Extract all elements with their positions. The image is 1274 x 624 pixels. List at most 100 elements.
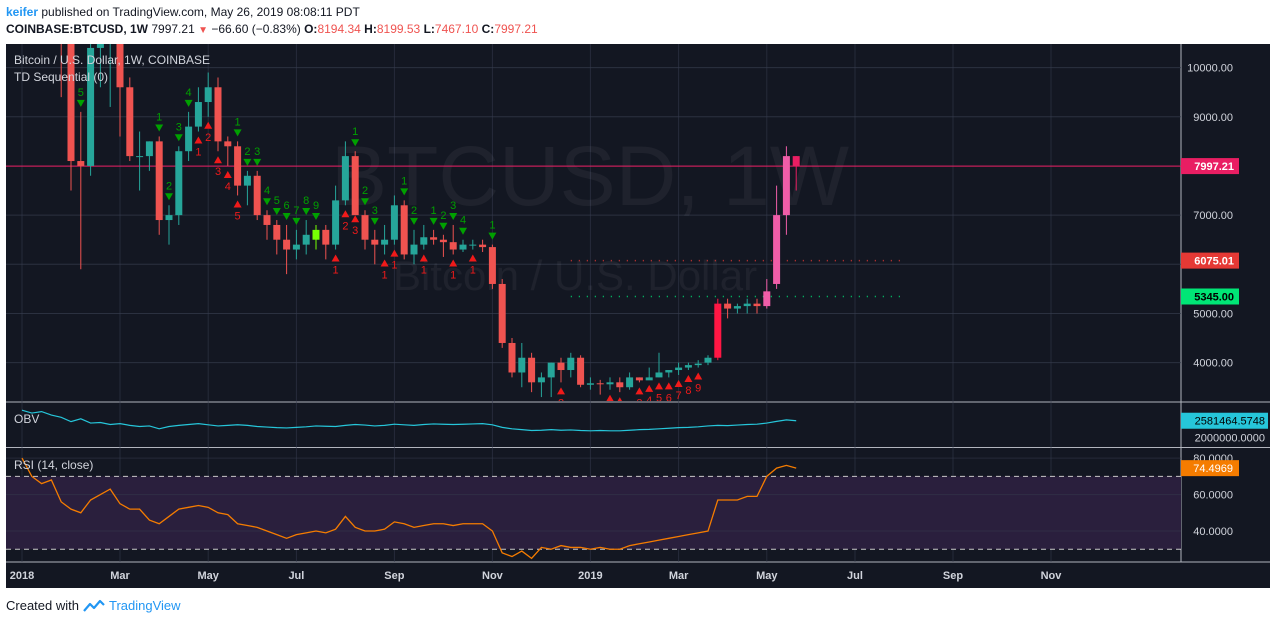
- td-sell-count: 3: [352, 225, 358, 237]
- candle-body: [469, 244, 477, 246]
- td-sell-triangle: [380, 259, 389, 267]
- td-buy-triangle: [253, 158, 262, 166]
- published-text: published on TradingView.com, May 26, 20…: [41, 5, 360, 19]
- obv-last-tag: [1181, 412, 1268, 429]
- candle-body: [665, 370, 673, 373]
- tradingview-brand[interactable]: TradingView: [108, 598, 181, 613]
- td-sell-count: 6: [666, 392, 672, 404]
- candle-body: [312, 229, 320, 240]
- time-axis-label: Nov: [1041, 570, 1063, 582]
- td-sell-count: 1: [391, 260, 397, 272]
- td-buy-count: 9: [313, 200, 319, 212]
- candle-body: [518, 357, 526, 373]
- candle-body: [528, 357, 536, 383]
- candle-body: [185, 126, 193, 152]
- td-sell-triangle: [606, 394, 614, 401]
- td-sell-count: 1: [450, 269, 456, 281]
- ohlc-header: COINBASE:BTCUSD, 1W 7997.21 ▼ −66.60 (−0…: [6, 22, 538, 36]
- td-buy-triangle: [488, 232, 497, 240]
- td-buy-triangle: [272, 208, 281, 216]
- candle-body: [87, 47, 95, 166]
- candle-body: [263, 215, 271, 225]
- td-buy-triangle: [449, 212, 458, 220]
- td-buy-count: 3: [254, 146, 260, 158]
- rsi-axis-tick-label: 60.0000: [1193, 490, 1233, 502]
- candle-body: [381, 239, 389, 245]
- author-name[interactable]: keifer: [6, 5, 39, 19]
- candle-body: [204, 87, 212, 103]
- candle-body: [96, 44, 104, 48]
- candle-body: [439, 239, 447, 243]
- td-sell-triangle: [635, 387, 644, 395]
- close-label: C:: [481, 22, 495, 36]
- candle-body: [283, 239, 291, 250]
- td-buy-triangle: [410, 217, 418, 225]
- candle-body: [724, 303, 732, 309]
- candle-body: [694, 363, 702, 366]
- rsi-band-fill: [6, 476, 1181, 550]
- candles-group: 5671234123456789123121234112345123111111…: [60, 0, 800, 409]
- candle-body: [675, 367, 683, 371]
- watermark-symbol: BTCUSD, 1W: [331, 129, 849, 223]
- candle-body: [655, 372, 663, 378]
- td-buy-count: 2: [244, 146, 250, 158]
- candle-body: [155, 141, 163, 221]
- tradingview-logo-icon: [83, 599, 105, 612]
- td-sequential-legend: TD Sequential (0): [14, 70, 108, 84]
- td-buy-count: 7: [293, 205, 299, 217]
- td-sell-triangle: [341, 210, 350, 218]
- td-buy-triangle: [400, 188, 409, 196]
- td-buy-triangle: [165, 193, 173, 201]
- td-buy-triangle: [174, 134, 183, 142]
- candle-body: [361, 215, 369, 240]
- rsi-axis-tick-label: 40.0000: [1193, 526, 1233, 538]
- support-price-tag: [1181, 288, 1239, 305]
- td-sell-count: 4: [646, 395, 652, 407]
- td-buy-triangle: [312, 212, 320, 220]
- td-sell-triangle: [233, 200, 242, 208]
- time-axis-label: Nov: [482, 570, 504, 582]
- td-buy-count: 1: [156, 111, 162, 123]
- td-sell-triangle: [351, 215, 360, 223]
- td-buy-count: 3: [176, 121, 182, 133]
- time-axis-label: Sep: [384, 570, 404, 582]
- td-sell-triangle: [194, 136, 203, 144]
- td-buy-triangle: [351, 139, 360, 147]
- td-sell-triangle: [684, 375, 693, 383]
- price-axis-tick-label: 7000.00: [1193, 210, 1233, 222]
- candle-body: [390, 205, 398, 240]
- td-sell-triangle: [468, 254, 477, 262]
- candle-body: [684, 365, 692, 368]
- td-buy-triangle: [439, 222, 448, 230]
- td-buy-triangle: [233, 129, 242, 137]
- rsi-legend: RSI (14, close): [14, 458, 93, 472]
- candle-body: [194, 102, 202, 127]
- td-sell-triangle: [557, 387, 565, 395]
- td-buy-count: 4: [264, 185, 270, 197]
- rsi-line: [21, 457, 797, 560]
- candle-body: [234, 146, 242, 186]
- candle-body: [704, 357, 712, 363]
- candle-body: [420, 237, 428, 245]
- td-sell-count: 1: [470, 265, 476, 277]
- candle-body: [273, 224, 281, 240]
- candle-body: [136, 156, 144, 158]
- candle-body: [606, 382, 614, 385]
- candle-body: [302, 234, 310, 245]
- td-buy-count: 5: [274, 195, 280, 207]
- td-sell-count: 4: [225, 181, 231, 193]
- candle-body: [616, 382, 624, 388]
- td-buy-triangle: [155, 124, 164, 132]
- candle-body: [107, 0, 114, 38]
- time-axis-label: Mar: [669, 570, 689, 582]
- td-sell-triangle: [204, 121, 213, 129]
- price-axis-tick-label: 9000.00: [1193, 112, 1233, 124]
- footer: Created with TradingView: [6, 598, 181, 613]
- td-sell-count: 2: [558, 397, 564, 409]
- main-series-legend: Bitcoin / U.S. Dollar, 1W, COINBASE: [14, 53, 210, 67]
- candle-body: [498, 283, 506, 343]
- candle-body: [488, 247, 496, 284]
- obv-last-label: 2581464.5748: [1195, 416, 1265, 428]
- td-buy-triangle: [184, 99, 193, 107]
